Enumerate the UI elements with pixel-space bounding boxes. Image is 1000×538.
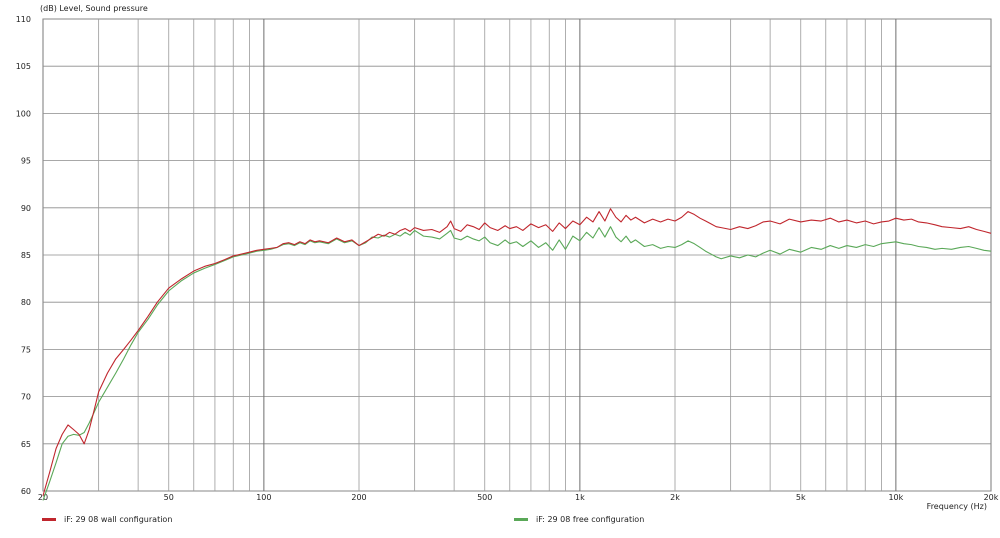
y-tick-label: 65 [21, 440, 31, 449]
y-tick-label: 60 [21, 487, 31, 496]
series-lines [42, 208, 992, 501]
y-tick-label: 85 [21, 251, 31, 260]
x-tick-labels: 20 50 100 200 500 1k 2k 5k 10k 20k [38, 493, 999, 502]
legend-label-free: iF: 29 08 free configuration [536, 514, 645, 524]
y-tick-label: 90 [21, 204, 31, 213]
y-tick-label: 75 [21, 345, 31, 354]
legend-item-free: iF: 29 08 free configuration [514, 513, 644, 525]
x-tick-label: 200 [351, 493, 366, 502]
legend-swatch-free [514, 517, 528, 521]
x-tick-label: 5k [796, 493, 806, 502]
series-line-wall [42, 208, 992, 496]
x-tick-label: 500 [477, 493, 492, 502]
x-tick-label: 20 [38, 493, 48, 502]
legend-item-wall: iF: 29 08 wall configuration [42, 513, 172, 525]
x-tick-label: 20k [984, 493, 999, 502]
y-axis-title: (dB) Level, Sound pressure [40, 4, 148, 13]
x-tick-label: 1k [575, 493, 585, 502]
y-tick-label: 105 [16, 62, 31, 71]
y-tick-label: 80 [21, 298, 31, 307]
y-tick-label: 70 [21, 393, 31, 402]
x-axis-title: Frequency (Hz) [927, 502, 987, 511]
legend-label-wall: iF: 29 08 wall configuration [64, 514, 173, 524]
x-tick-label: 10k [888, 493, 903, 502]
series-line-free [42, 226, 992, 501]
y-tick-label: 95 [21, 157, 31, 166]
y-tick-labels: 60 65 70 75 80 85 90 95 100 105 110 [16, 15, 31, 496]
y-tick-label: 100 [16, 109, 31, 118]
grid-lines [43, 18, 991, 492]
x-tick-label: 50 [164, 493, 174, 502]
x-tick-label: 2k [670, 493, 680, 502]
x-tick-label: 100 [256, 493, 271, 502]
y-tick-label: 110 [16, 15, 31, 24]
legend-swatch-wall [42, 517, 56, 521]
